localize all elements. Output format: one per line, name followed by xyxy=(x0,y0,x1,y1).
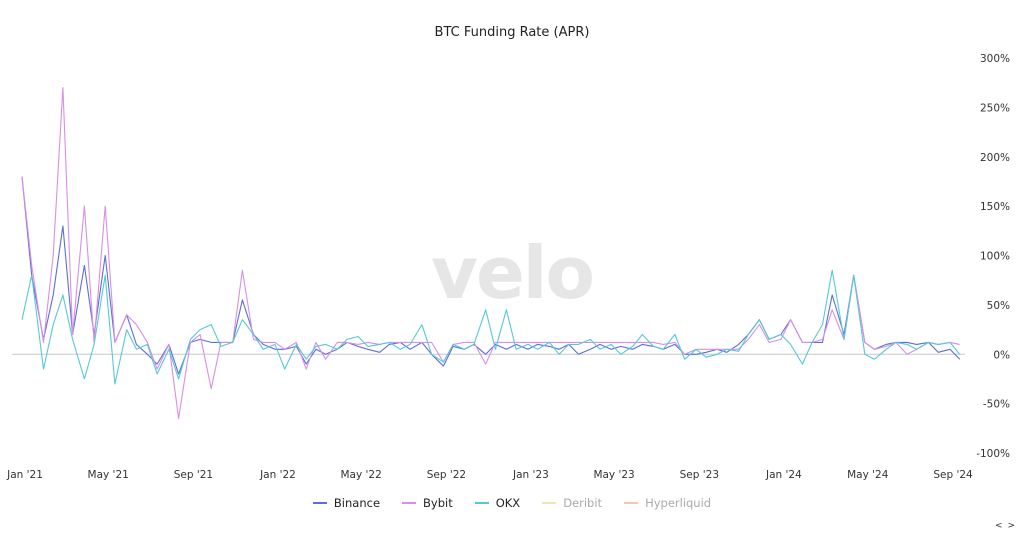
legend: Binance Bybit OKX Deribit Hyperliquid xyxy=(0,496,1024,510)
x-tick-label: Jan '23 xyxy=(512,469,549,481)
y-tick-label: 0% xyxy=(993,349,1010,361)
y-tick-label: -100% xyxy=(976,448,1010,460)
x-tick-label: May '21 xyxy=(88,469,129,481)
legend-item-okx[interactable]: OKX xyxy=(474,496,521,510)
legend-item-binance[interactable]: Binance xyxy=(312,496,381,510)
series-line-okx xyxy=(21,269,961,385)
y-tick-label: 200% xyxy=(980,152,1010,164)
legend-swatch xyxy=(624,502,639,504)
legend-swatch xyxy=(402,502,417,504)
x-tick-label: Jan '21 xyxy=(6,469,43,481)
chart-nav-arrows[interactable]: < > xyxy=(995,521,1016,531)
legend-swatch xyxy=(312,502,327,504)
x-tick-label: Sep '24 xyxy=(933,469,973,481)
legend-item-hyperliquid[interactable]: Hyperliquid xyxy=(624,496,711,510)
legend-label: Bybit xyxy=(423,496,453,510)
legend-label: Binance xyxy=(333,496,381,510)
y-tick-label: 100% xyxy=(980,251,1010,263)
x-tick-label: Jan '24 xyxy=(765,469,802,481)
y-tick-label: -50% xyxy=(983,399,1010,411)
y-tick-label: 250% xyxy=(980,102,1010,114)
y-tick-label: 300% xyxy=(980,53,1010,65)
x-tick-label: Jan '22 xyxy=(259,469,296,481)
x-tick-label: May '24 xyxy=(847,469,889,481)
series-line-bybit xyxy=(21,87,960,419)
y-tick-label: 50% xyxy=(987,300,1010,312)
legend-label: Deribit xyxy=(563,496,603,510)
y-tick-label: 150% xyxy=(980,201,1010,213)
legend-label: OKX xyxy=(495,496,521,510)
velo-watermark: velo xyxy=(431,231,593,315)
x-tick-label: Sep '21 xyxy=(174,469,213,481)
legend-item-deribit[interactable]: Deribit xyxy=(542,496,602,510)
legend-swatch xyxy=(474,502,489,504)
legend-swatch xyxy=(542,502,557,504)
x-tick-label: May '22 xyxy=(340,469,381,481)
x-tick-label: May '23 xyxy=(593,469,634,481)
x-tick-label: Sep '22 xyxy=(427,469,466,481)
legend-item-bybit[interactable]: Bybit xyxy=(402,496,453,510)
chart-title: BTC Funding Rate (APR) xyxy=(435,25,590,40)
x-tick-label: Sep '23 xyxy=(680,469,719,481)
legend-label: Hyperliquid xyxy=(645,496,712,510)
